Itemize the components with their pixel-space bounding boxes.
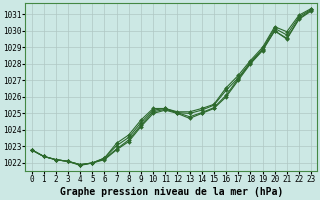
X-axis label: Graphe pression niveau de la mer (hPa): Graphe pression niveau de la mer (hPa): [60, 187, 283, 197]
